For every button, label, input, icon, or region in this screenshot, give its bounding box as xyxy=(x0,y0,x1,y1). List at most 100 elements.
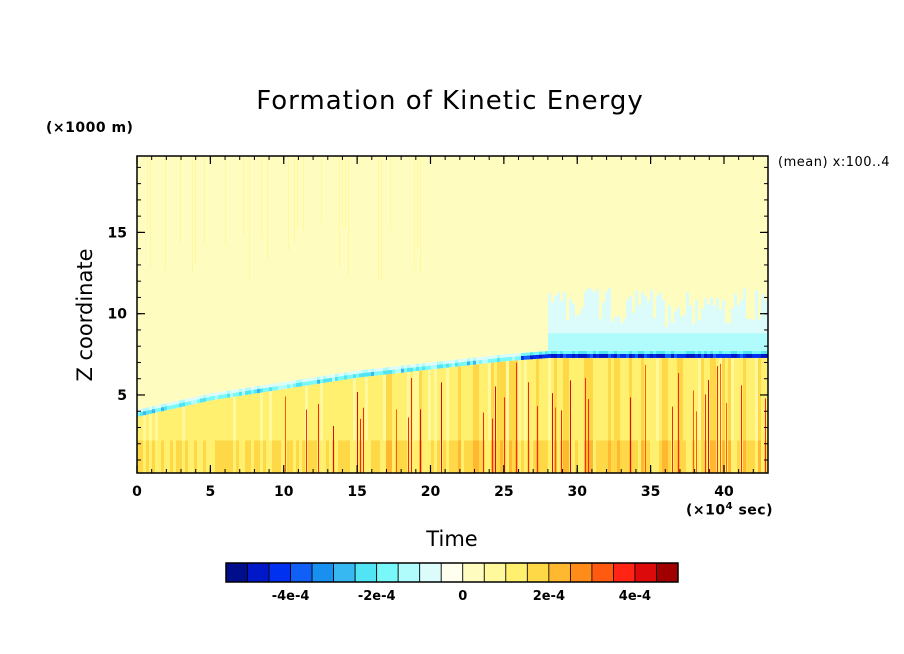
field-negative-halo xyxy=(380,367,383,371)
field-upper-patch-core xyxy=(680,333,683,351)
field-bottom-column xyxy=(506,440,509,473)
field-bottom-column xyxy=(329,440,332,473)
field-bottom-column xyxy=(572,440,575,473)
field-bottom-column xyxy=(173,440,176,473)
field-negative-halo xyxy=(725,350,728,354)
field-bottom-column xyxy=(635,440,638,473)
field-upper-patch xyxy=(713,305,716,351)
field-upper-patch-core xyxy=(704,333,707,351)
field-negative-halo xyxy=(644,350,647,354)
field-negative-layer xyxy=(185,401,188,406)
field-negative-halo xyxy=(407,364,410,368)
field-upper-patch xyxy=(551,301,554,351)
field-negative-halo xyxy=(254,386,257,390)
field-negative-layer xyxy=(320,379,323,384)
field-lower-column xyxy=(206,401,209,473)
field-bottom-column xyxy=(341,440,344,473)
field-upper-patch-core xyxy=(602,333,605,351)
field-upper-patch-core xyxy=(734,333,737,351)
field-negative-halo xyxy=(464,358,467,362)
field-bottom-column xyxy=(620,440,623,473)
field-negative-halo xyxy=(524,352,527,356)
field-negative-layer xyxy=(242,391,245,396)
field-upper-patch-core xyxy=(554,333,557,351)
field-bottom-column xyxy=(605,440,608,473)
field-negative-layer xyxy=(515,356,518,361)
field-negative-halo xyxy=(575,350,578,354)
field-bottom-column xyxy=(239,440,242,473)
field-negative-layer xyxy=(200,398,203,403)
colorbar-cell xyxy=(548,562,571,583)
field-negative-halo xyxy=(335,373,338,377)
field-negative-halo xyxy=(473,357,476,361)
y-tick-label: 15 xyxy=(108,225,127,241)
field-negative-halo xyxy=(377,368,380,372)
field-negative-layer xyxy=(251,389,254,394)
field-negative-layer xyxy=(563,353,566,358)
field-bottom-column xyxy=(311,440,314,473)
field-negative-halo xyxy=(398,365,401,369)
field-upper-patch-core xyxy=(641,333,644,351)
x-tick-label: 35 xyxy=(641,484,660,500)
field-bottom-column xyxy=(149,440,152,473)
field-lower-column xyxy=(701,357,704,473)
field-negative-layer xyxy=(458,362,461,367)
field-bottom-column xyxy=(425,440,428,473)
field-negative-halo xyxy=(344,372,347,376)
field-negative-layer xyxy=(233,392,236,397)
field-negative-halo xyxy=(248,387,251,391)
field-negative-layer xyxy=(698,353,701,358)
field-negative-layer xyxy=(173,404,176,409)
field-streak xyxy=(726,403,727,473)
field-lower-column xyxy=(656,357,659,473)
field-upper-patch-core xyxy=(587,333,590,351)
field-upper-streak xyxy=(342,156,343,226)
field-lower-column xyxy=(368,376,371,473)
field-negative-layer xyxy=(692,353,695,358)
field-streak xyxy=(561,410,562,473)
field-negative-layer xyxy=(665,353,668,358)
field-negative-layer xyxy=(605,353,608,358)
field-lower-column xyxy=(404,372,407,473)
field-bottom-column xyxy=(269,440,272,473)
field-negative-layer xyxy=(266,387,269,392)
y-axis-label: Z coordinate xyxy=(73,248,97,381)
field-negative-halo xyxy=(371,368,374,372)
field-negative-halo xyxy=(221,391,224,395)
field-bottom-column xyxy=(722,440,725,473)
colorbar-cell xyxy=(247,562,270,583)
field-lower-column xyxy=(665,357,668,473)
field-negative-layer xyxy=(317,379,320,384)
field-lower-column xyxy=(641,357,644,473)
field-negative-layer xyxy=(659,353,662,358)
field-lower-column xyxy=(416,370,419,473)
field-lower-column xyxy=(251,393,254,473)
field-negative-layer xyxy=(596,353,599,358)
field-lower-column xyxy=(221,398,224,473)
field-negative-halo xyxy=(446,360,449,364)
field-streak xyxy=(705,394,706,473)
field-upper-patch-core xyxy=(569,333,572,351)
field-bottom-column xyxy=(152,440,155,473)
field-negative-layer xyxy=(506,357,509,362)
field-bottom-column xyxy=(728,440,731,473)
field-bottom-column xyxy=(224,440,227,473)
field-bottom-column xyxy=(176,440,179,473)
field-negative-layer xyxy=(344,375,347,380)
field-negative-layer xyxy=(164,406,167,411)
field-upper-streak xyxy=(321,156,322,223)
field-negative-halo xyxy=(152,406,155,410)
field-negative-layer xyxy=(620,353,623,358)
field-bottom-column xyxy=(194,440,197,473)
field-streak xyxy=(696,411,697,473)
field-negative-layer xyxy=(284,384,287,389)
field-negative-halo xyxy=(686,350,689,354)
field-lower-column xyxy=(209,400,212,473)
field-negative-layer xyxy=(422,366,425,371)
field-negative-layer xyxy=(275,386,278,391)
field-upper-patch-core xyxy=(743,333,746,351)
field-negative-halo xyxy=(284,381,287,385)
field-bottom-column xyxy=(209,440,212,473)
field-negative-halo xyxy=(389,366,392,370)
field-lower-column xyxy=(743,357,746,473)
